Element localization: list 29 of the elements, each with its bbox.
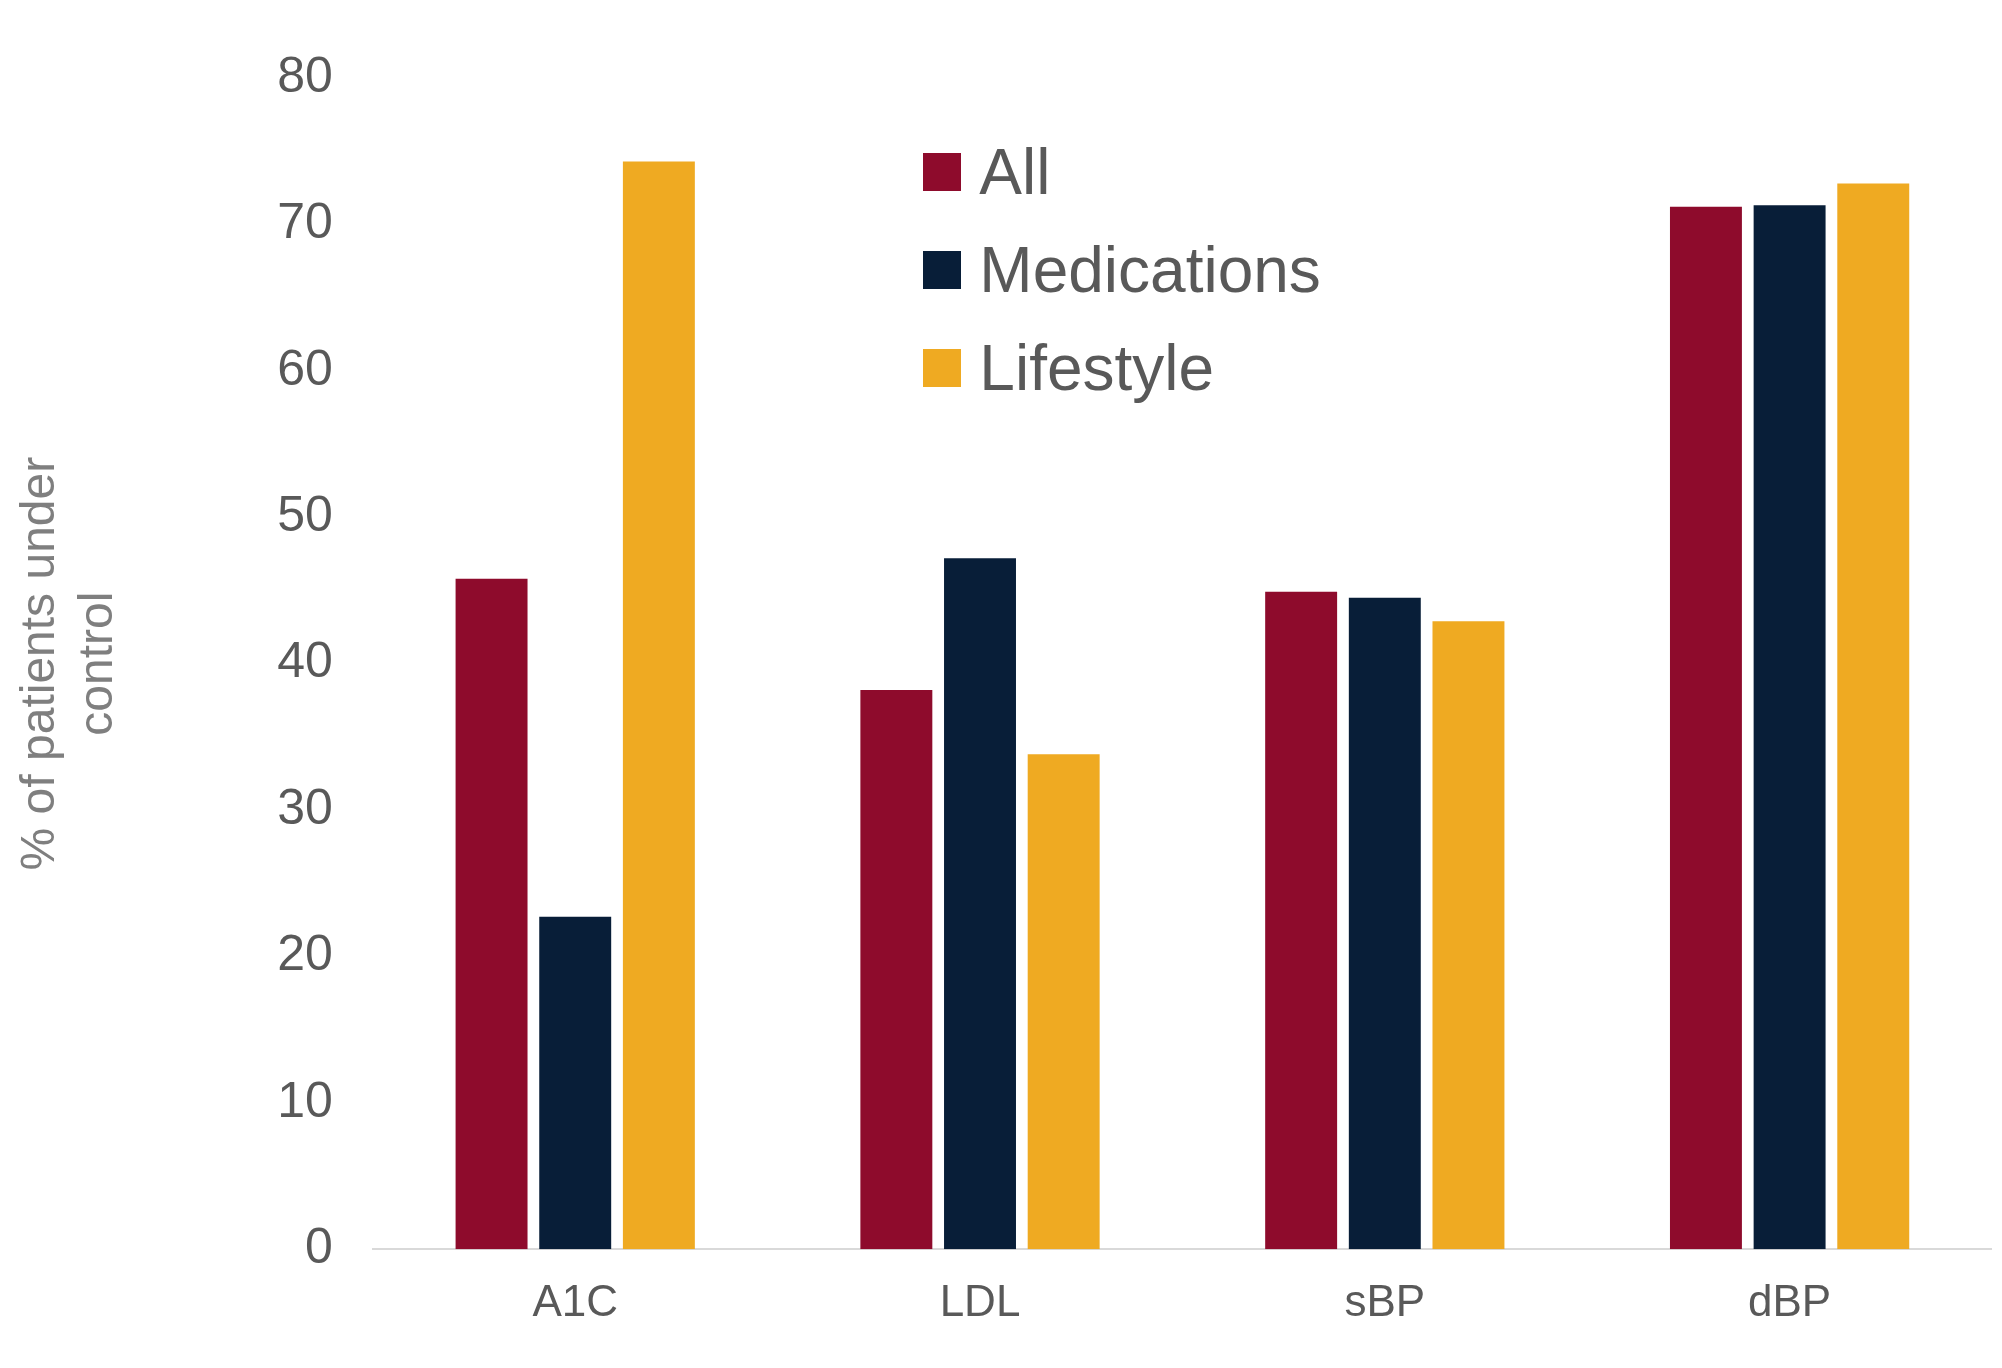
y-axis-title: % of patients under control bbox=[11, 456, 122, 871]
bar bbox=[1837, 183, 1910, 1250]
x-tick-label: LDL bbox=[939, 1275, 1021, 1325]
bar bbox=[539, 916, 612, 1250]
x-tick-label: A1C bbox=[532, 1275, 619, 1325]
y-tick-label: 50 bbox=[277, 485, 333, 542]
bar bbox=[860, 689, 933, 1250]
bar bbox=[1265, 591, 1338, 1250]
bar bbox=[1669, 206, 1742, 1250]
legend-label: Lifestyle bbox=[979, 331, 1215, 405]
y-tick-label: 60 bbox=[277, 339, 333, 396]
bar bbox=[455, 578, 528, 1250]
bar bbox=[1753, 205, 1826, 1250]
y-tick-label: 30 bbox=[277, 778, 333, 835]
bar bbox=[622, 161, 695, 1250]
x-tick-label: dBP bbox=[1748, 1275, 1832, 1325]
bar bbox=[1348, 597, 1421, 1250]
y-tick-label: 0 bbox=[305, 1217, 333, 1274]
bar bbox=[944, 558, 1016, 1250]
y-tick-label: 40 bbox=[277, 632, 333, 689]
y-tick-label: 80 bbox=[277, 46, 333, 103]
x-tick-label: sBP bbox=[1344, 1275, 1426, 1325]
bar bbox=[1432, 621, 1505, 1250]
y-tick-label: 10 bbox=[277, 1071, 333, 1128]
bar bbox=[1027, 754, 1100, 1250]
legend-label: Medications bbox=[979, 233, 1321, 307]
y-tick-label: 70 bbox=[277, 193, 333, 250]
y-tick-label: 20 bbox=[277, 925, 333, 982]
legend-label: All bbox=[979, 135, 1051, 209]
